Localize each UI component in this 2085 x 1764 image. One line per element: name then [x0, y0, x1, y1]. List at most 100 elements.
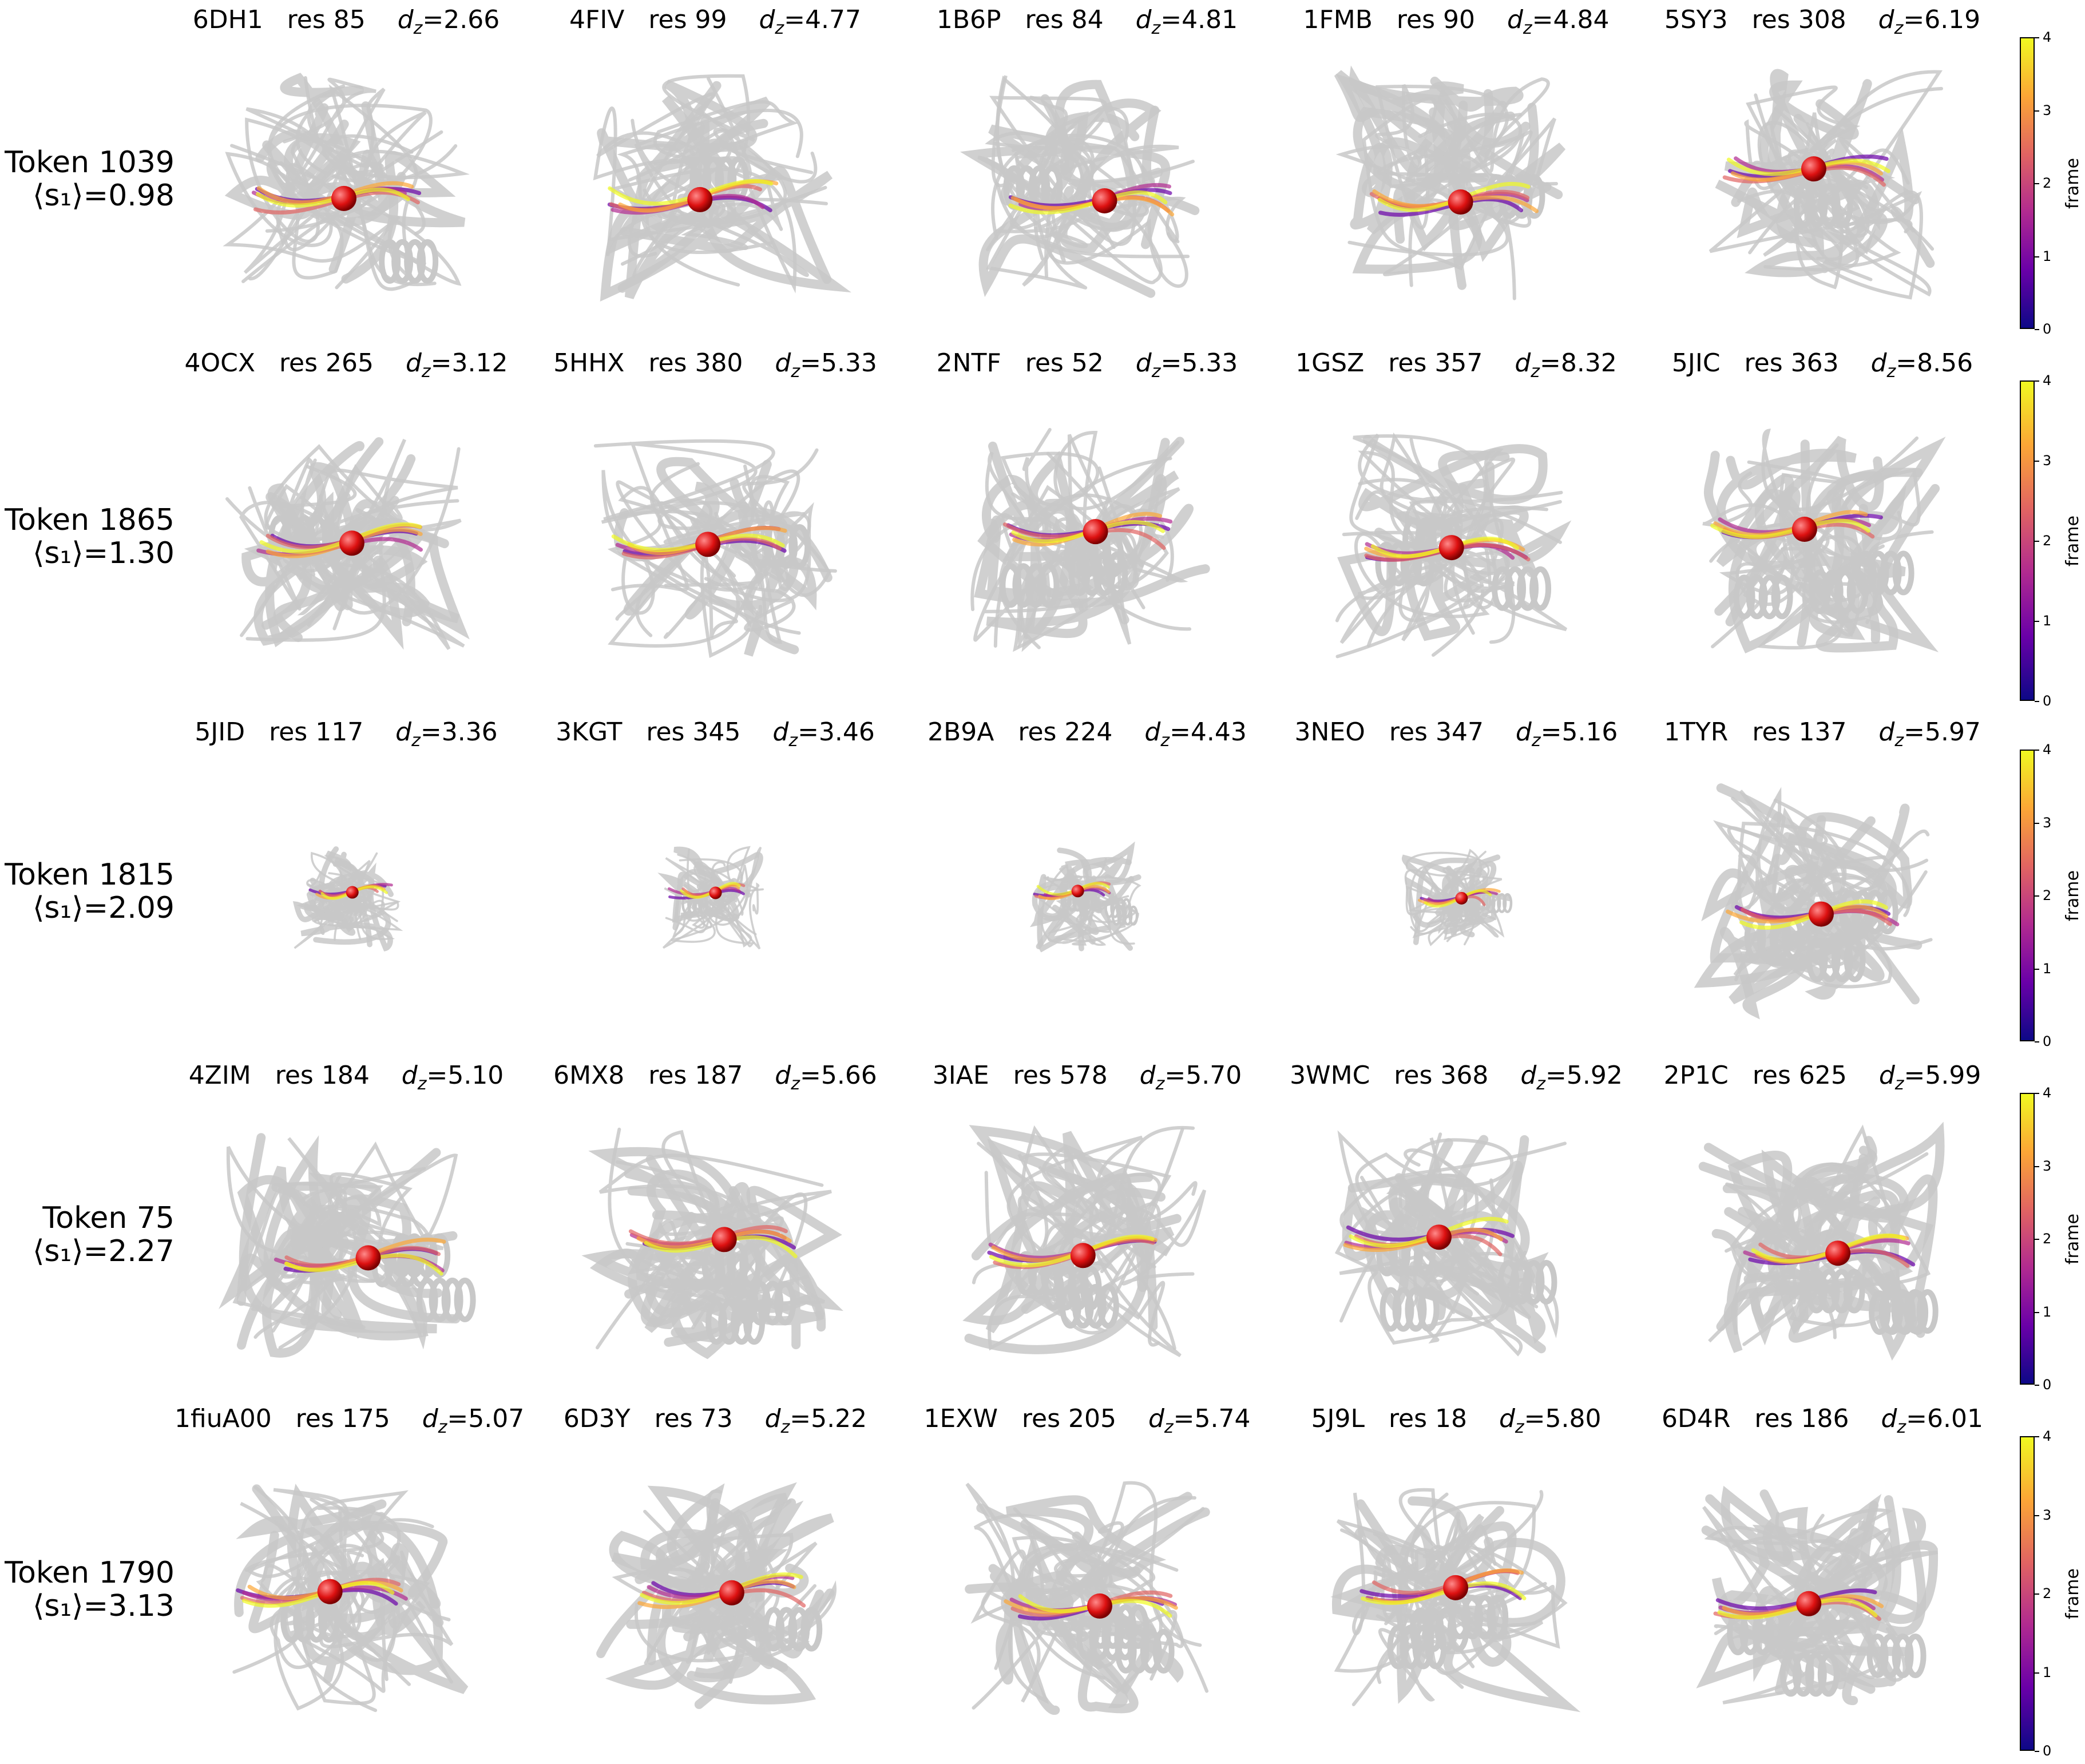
backbone-segment — [294, 1490, 409, 1614]
helix-turn — [1844, 937, 1866, 982]
residue-marker — [317, 1579, 343, 1604]
pdb-id: 1EXW — [923, 1404, 998, 1433]
panel-title: 1B6P res 84 dz=4.81 — [915, 6, 1259, 43]
residue-marker — [1443, 1575, 1469, 1600]
residue-label: res 345 — [646, 718, 741, 747]
pdb-id: 3KGT — [556, 718, 623, 747]
residue-label: res 84 — [1025, 5, 1104, 34]
mean-s1-label: ⟨s₁⟩=3.13 — [33, 1589, 175, 1623]
protein-cartoon — [1696, 1485, 1938, 1706]
helix-turn — [788, 524, 811, 569]
pdb-id: 1fiuA00 — [175, 1404, 272, 1433]
residue-marker — [346, 886, 359, 899]
structure-panel — [1290, 389, 1622, 698]
protein-cartoon — [1029, 841, 1141, 953]
token-label: Token 75 — [42, 1201, 175, 1235]
helix-turn — [775, 1607, 798, 1652]
helix-turn — [1025, 563, 1047, 608]
protein-cartoon — [1334, 65, 1566, 300]
colorbar-gradient — [2020, 380, 2035, 701]
residue-marker — [1808, 901, 1834, 927]
helix-turn — [1866, 1633, 1889, 1678]
backbone-segment — [1709, 148, 1913, 282]
protein-cartoon — [1334, 1130, 1567, 1357]
residue-marker — [1070, 1243, 1096, 1269]
dz-value: dz=5.33 — [1135, 348, 1238, 382]
helix-turn — [743, 1300, 766, 1345]
backbone-segment — [245, 117, 437, 287]
structure-panel — [549, 46, 881, 326]
structure-panel — [1290, 1445, 1622, 1748]
helix-turn — [1523, 1259, 1545, 1305]
structure-panel — [1656, 389, 1988, 698]
protein-cartoon — [1402, 849, 1513, 946]
helix-turn — [1140, 1628, 1162, 1674]
structure-panel — [549, 389, 881, 698]
mean-s1-label: ⟨s₁⟩=0.98 — [33, 179, 175, 213]
helix-turn — [1492, 566, 1514, 611]
structure-panel — [921, 758, 1253, 1038]
protein-cartoon — [1702, 428, 1946, 654]
colorbar-tick: 2 — [2035, 534, 2051, 548]
helix-turn — [306, 515, 328, 560]
pdb-id: 4FIV — [569, 5, 625, 34]
helix-turn — [1892, 550, 1914, 596]
residue-marker — [1071, 885, 1084, 898]
helix-turn — [1497, 893, 1507, 913]
panel-title: 5JID res 117 dz=3.36 — [175, 718, 518, 755]
residue-label: res 265 — [279, 348, 374, 378]
dz-value: dz=5.33 — [775, 348, 877, 382]
colorbar-tick: 1 — [2035, 1305, 2051, 1319]
protein-cartoon — [962, 1125, 1207, 1358]
pdb-id: 5HHX — [553, 348, 625, 378]
helix-turn — [1093, 551, 1116, 596]
residue-marker — [719, 1580, 744, 1606]
backbone-segment — [1745, 126, 1935, 278]
helix-turn — [1152, 1628, 1175, 1674]
helix-turn — [1104, 898, 1115, 918]
helix-turn — [1392, 1287, 1414, 1332]
residue-marker — [1426, 1224, 1452, 1250]
panel-title: 5J9L res 18 dz=5.80 — [1285, 1405, 1628, 1442]
backbone-segment — [1358, 432, 1498, 610]
residue-marker — [1448, 189, 1473, 215]
colorbar-tick: 2 — [2035, 176, 2051, 190]
helix-turn — [1779, 1652, 1802, 1697]
token-label: Token 1865 — [5, 503, 175, 537]
colorbar-tick: 1 — [2035, 962, 2051, 976]
colorbar-tick: 4 — [2035, 30, 2051, 44]
row-label: Token 1815 ⟨s₁⟩=2.09 — [0, 858, 175, 925]
helix-turn — [391, 239, 414, 284]
helix-turn — [763, 1607, 785, 1652]
protein-cartoon — [960, 75, 1200, 298]
structure-panel — [180, 1445, 512, 1748]
helix-turn — [1409, 1607, 1432, 1652]
row-label: Token 1039 ⟨s₁⟩=0.98 — [0, 146, 175, 212]
protein-cartoon — [225, 437, 470, 650]
panel-title: 6D3Y res 73 dz=5.22 — [544, 1405, 887, 1442]
helix-turn — [1115, 1628, 1137, 1674]
panel-title: 1GSZ res 357 dz=8.32 — [1285, 349, 1628, 386]
helix-turn — [1878, 1289, 1901, 1334]
structure-panel — [1656, 1445, 1988, 1748]
helix-turn — [1733, 574, 1755, 620]
protein-cartoon — [593, 74, 851, 302]
helix-turn — [1474, 1595, 1496, 1640]
pdb-id: 4OCX — [184, 348, 255, 378]
panel-title: 2NTF res 52 dz=5.33 — [915, 349, 1259, 386]
colorbar-label: frame — [2063, 1214, 2083, 1264]
protein-cartoon — [965, 1481, 1210, 1715]
structure-panel — [1290, 46, 1622, 326]
colorbar-tick: 3 — [2035, 1508, 2051, 1522]
colorbar-gradient — [2020, 1436, 2035, 1751]
structure-panel — [549, 1101, 881, 1382]
backbone-segment — [1002, 437, 1185, 612]
row-label: Token 75 ⟨s₁⟩=2.27 — [0, 1202, 175, 1268]
protein-cartoon — [593, 439, 837, 659]
helix-turn — [718, 1300, 740, 1345]
dz-value: dz=8.32 — [1515, 348, 1617, 382]
backbone-segment — [1708, 1199, 1822, 1343]
helix-turn — [1388, 541, 1410, 586]
helix-turn — [1000, 563, 1022, 608]
